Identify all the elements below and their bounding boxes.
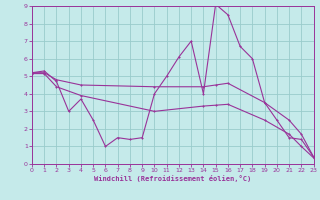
X-axis label: Windchill (Refroidissement éolien,°C): Windchill (Refroidissement éolien,°C) <box>94 175 252 182</box>
